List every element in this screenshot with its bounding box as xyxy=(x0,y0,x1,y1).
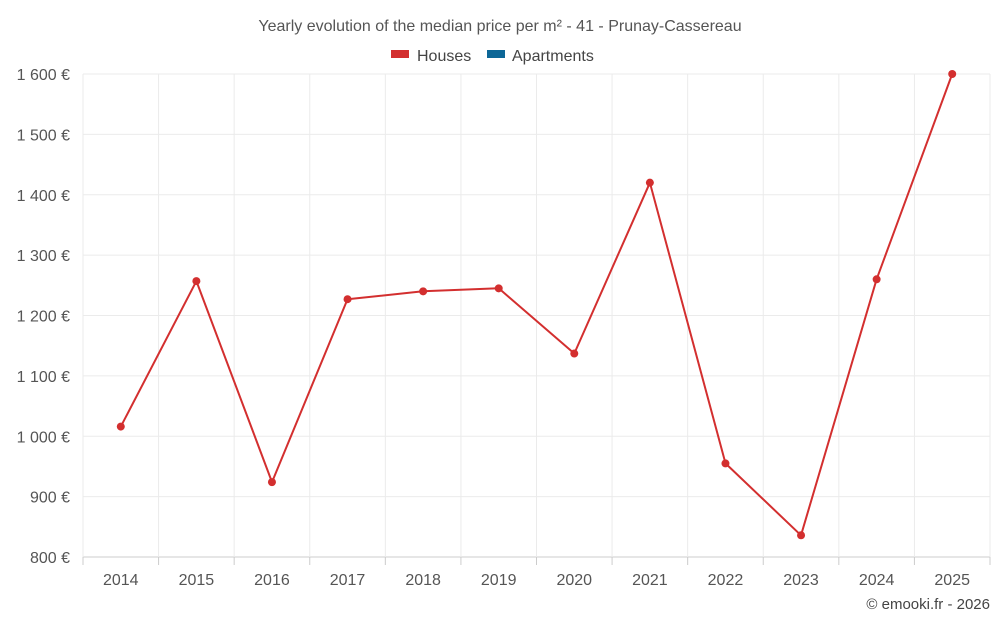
y-tick-label: 1 600 € xyxy=(17,67,70,84)
x-tick-label: 2020 xyxy=(556,572,592,589)
x-tick-label: 2018 xyxy=(405,572,441,589)
x-tick-label: 2016 xyxy=(254,572,290,589)
y-tick-label: 1 300 € xyxy=(17,248,70,265)
x-tick-label: 2025 xyxy=(934,572,970,589)
data-point-houses-2019[interactable]: 2019: 1245 xyxy=(494,284,503,293)
legend-label-houses[interactable]: Houses xyxy=(417,48,471,65)
chart-title: Yearly evolution of the median price per… xyxy=(258,18,741,35)
y-axis: 800 € 900 € 1 000 € 1 100 € 1 200 € 1 300 € 1 … xyxy=(17,67,70,567)
x-tick-label: 2015 xyxy=(179,572,215,589)
y-tick-label: 1 000 € xyxy=(17,429,70,446)
y-tick-label: 1 500 € xyxy=(17,127,70,144)
data-point-houses-2017[interactable]: 2017: 1227 xyxy=(343,295,352,304)
plot-area: 2014: 1016 2015: 1257 2016: 924 2017: 1227 2… xyxy=(116,70,957,540)
data-point-houses-2015[interactable]: 2015: 1257 xyxy=(192,277,201,286)
y-tick-label: 1 200 € xyxy=(17,309,70,326)
legend-label-apartments[interactable]: Apartments xyxy=(512,48,594,65)
credit-text: © emooki.fr - 2026 xyxy=(866,596,990,613)
series-line-houses xyxy=(119,73,954,537)
data-point-houses-2014[interactable]: 2014: 1016 xyxy=(116,422,125,431)
y-tick-label: 1 100 € xyxy=(17,369,70,386)
data-point-houses-2023[interactable]: 2023: 836 xyxy=(797,531,806,540)
legend: Houses Apartments xyxy=(391,48,594,65)
x-tick-label: 2014 xyxy=(103,572,139,589)
y-tick-label: 900 € xyxy=(30,490,70,507)
legend-swatch-apartments[interactable] xyxy=(487,50,505,58)
grid xyxy=(82,73,991,565)
data-point-houses-2022[interactable]: 2022: 955 xyxy=(721,459,730,468)
x-tick-label: 2017 xyxy=(330,572,366,589)
y-tick-label: 1 400 € xyxy=(17,188,70,205)
x-tick-label: 2023 xyxy=(783,572,819,589)
data-point-houses-2020[interactable]: 2020: 1137 xyxy=(570,349,579,358)
x-tick-label: 2022 xyxy=(708,572,744,589)
data-point-houses-2018[interactable]: 2018: 1240 xyxy=(419,287,428,296)
data-point-houses-2016[interactable]: 2016: 924 xyxy=(267,478,276,487)
x-axis: 2014 2015 2016 2017 2018 2019 2020 2021 2022 2023… xyxy=(103,572,970,589)
x-tick-label: 2019 xyxy=(481,572,517,589)
legend-swatch-houses[interactable] xyxy=(391,50,409,58)
y-tick-label: 800 € xyxy=(30,550,70,567)
data-point-houses-2024[interactable]: 2024: 1260 xyxy=(872,275,881,284)
x-tick-label: 2024 xyxy=(859,572,895,589)
x-tick-label: 2021 xyxy=(632,572,668,589)
